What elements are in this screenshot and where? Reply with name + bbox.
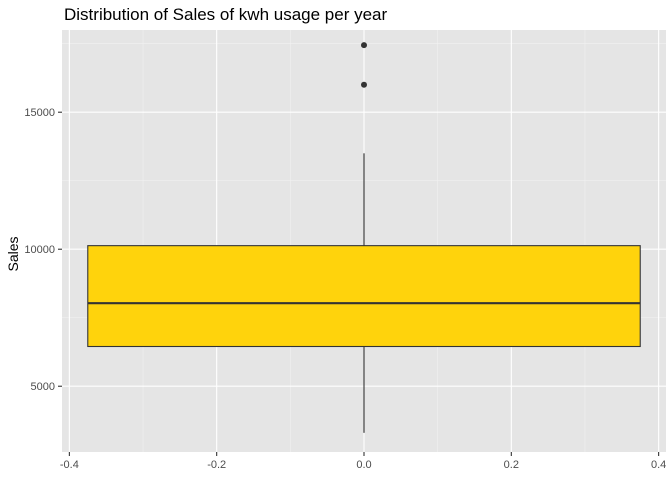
- outlier-point: [361, 81, 367, 88]
- iqr-box: [87, 245, 641, 348]
- x-tick-label: 0.0: [356, 459, 371, 471]
- y-tick-label: 15000: [24, 107, 55, 119]
- x-axis: -0.4 -0.2 0.0 0.2 0.4: [60, 452, 666, 471]
- y-tick-label: 10000: [24, 244, 55, 256]
- y-axis-label: Sales: [5, 236, 21, 271]
- chart-title: Distribution of Sales of kwh usage per y…: [64, 5, 388, 24]
- x-tick-label: 0.2: [504, 459, 519, 471]
- y-tick-label: 5000: [31, 381, 55, 393]
- outlier-point: [361, 42, 367, 49]
- x-tick-label: -0.2: [207, 459, 226, 471]
- x-tick-label: -0.4: [60, 459, 79, 471]
- boxplot-series: [87, 42, 641, 433]
- x-tick-label: 0.4: [651, 459, 666, 471]
- y-axis: 5000 10000 15000: [24, 107, 62, 393]
